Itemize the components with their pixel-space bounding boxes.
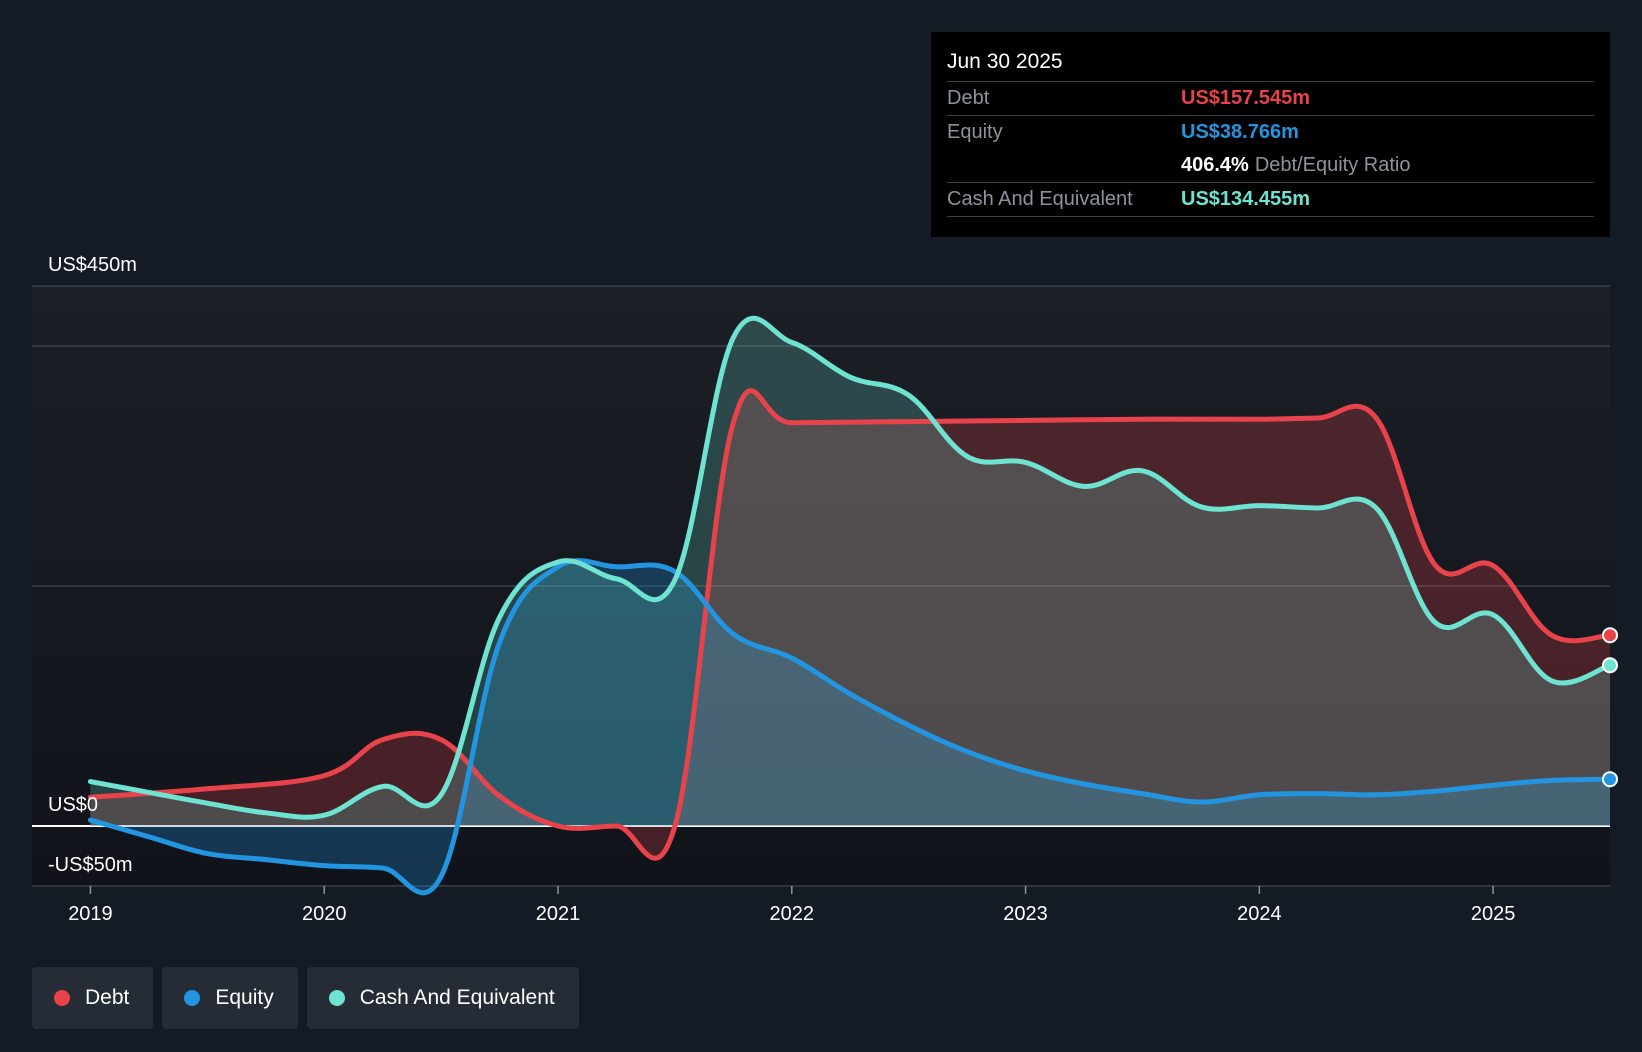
tooltip-debt-label: Debt (947, 87, 990, 109)
tooltip-debt-value: US$157.545m (1181, 87, 1310, 109)
legend-dot-cash (328, 990, 345, 1006)
y-tick-label: US$450m (48, 254, 137, 276)
tooltip-panel: Jun 30 2025 Debt US$157.545m Equity US$3… (931, 32, 1610, 237)
tooltip-equity-label: Equity (947, 121, 1003, 143)
legend-item-cash[interactable]: Cash And Equivalent (306, 967, 579, 1029)
end-dot-debt (1602, 627, 1618, 644)
end-dot-equity (1602, 771, 1618, 788)
x-tick-label: 2020 (302, 903, 347, 925)
area-equity (90, 560, 1610, 893)
x-tick-label: 2025 (1471, 903, 1516, 925)
tooltip-cash-value: US$134.455m (1181, 188, 1310, 210)
x-tick-label: 2021 (536, 903, 581, 925)
legend-label-equity: Equity (215, 986, 274, 1009)
tooltip-cash-label: Cash And Equivalent (947, 188, 1133, 210)
legend-label-debt: Debt (85, 986, 130, 1009)
tooltip-ratio-label: Debt/Equity Ratio (1254, 154, 1411, 176)
tooltip-row-ratio: 406.4% Debt/Equity Ratio (947, 149, 1594, 183)
legend-label-cash: Cash And Equivalent (359, 986, 555, 1009)
line-equity (87, 558, 1613, 896)
legend-dot-equity (184, 990, 201, 1006)
y-tick-label: -US$50m (48, 854, 132, 876)
tooltip-ratio-value: 406.4% (1181, 154, 1249, 176)
x-tick-label: 2023 (1003, 903, 1048, 925)
legend-dot-debt (54, 990, 70, 1006)
chart-legend: Debt Equity Cash And Equivalent (32, 967, 588, 1029)
line-debt (87, 388, 1613, 861)
tooltip-ratio-spacer (947, 149, 1181, 182)
line-cash-and-equivalent (87, 315, 1613, 820)
tooltip-date: Jun 30 2025 (947, 47, 1594, 82)
x-tick-label: 2024 (1237, 903, 1282, 925)
area-cash-and-equivalent (90, 318, 1610, 826)
tooltip-row-debt: Debt US$157.545m (947, 82, 1594, 116)
end-dot-cash-and-equivalent (1602, 657, 1618, 674)
y-tick-label: US$0 (48, 794, 98, 816)
x-tick-label: 2019 (68, 903, 113, 925)
x-tick-label: 2022 (770, 903, 815, 925)
tooltip-row-equity: Equity US$38.766m (947, 116, 1594, 149)
legend-item-equity[interactable]: Equity (162, 967, 298, 1029)
tooltip-equity-value: US$38.766m (1181, 121, 1299, 143)
tooltip-row-cash: Cash And Equivalent US$134.455m (947, 183, 1594, 217)
legend-item-debt[interactable]: Debt (32, 967, 154, 1029)
